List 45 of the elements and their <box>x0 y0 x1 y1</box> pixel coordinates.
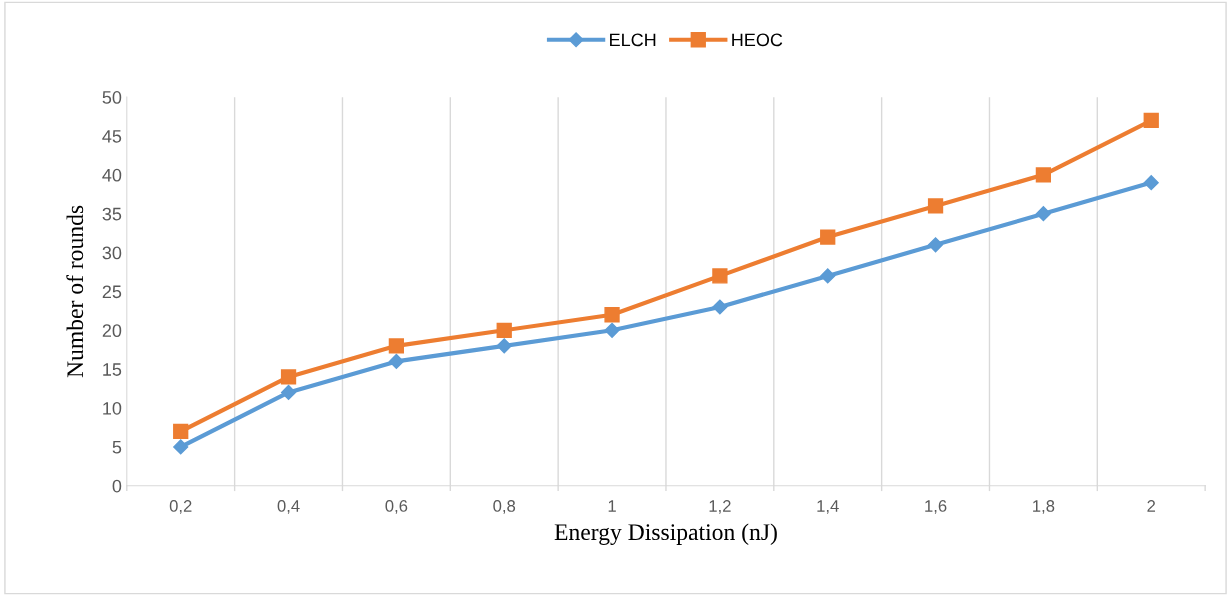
point <box>712 299 728 315</box>
x-tick-label: 1,2 <box>709 500 731 514</box>
point <box>173 423 189 439</box>
legend-label: HEOC <box>732 33 783 47</box>
point <box>712 268 728 284</box>
x-tick-label: 0,6 <box>385 500 408 514</box>
y-axis-title: Number of rounds <box>66 205 84 378</box>
point <box>388 353 404 369</box>
point <box>1143 112 1159 129</box>
x-tick-label: 0,2 <box>169 500 192 514</box>
legend-label: ELCH <box>610 33 656 47</box>
y-tick-label: 25 <box>102 285 122 299</box>
x-tick-label: 0,4 <box>277 500 300 514</box>
y-tick-label: 5 <box>112 441 122 454</box>
y-tick-label: 15 <box>103 363 122 376</box>
y-tick-label: 10 <box>103 401 122 415</box>
point <box>496 322 512 338</box>
point <box>927 237 944 253</box>
x-tick-label: 0,8 <box>493 500 516 514</box>
y-tick-label: 0 <box>112 479 122 493</box>
x-tick-label: 2 <box>1147 500 1156 512</box>
x-axis-title: Energy Dissipation (nJ) <box>554 523 777 545</box>
point <box>496 338 512 354</box>
point <box>1035 167 1052 183</box>
point <box>1035 206 1051 222</box>
y-tick-label: 40 <box>102 168 122 182</box>
y-tick-label: 20 <box>102 324 122 338</box>
x-tick-label: 1 <box>608 500 616 512</box>
point <box>1143 175 1159 191</box>
point <box>820 268 836 284</box>
y-tick-label: 30 <box>102 246 122 260</box>
point <box>173 439 189 455</box>
x-tick-label: 1,8 <box>1033 500 1055 514</box>
y-tick-label: 45 <box>102 130 122 143</box>
point <box>604 322 620 338</box>
x-tick-label: 1,4 <box>817 500 839 514</box>
y-tick-label: 35 <box>102 207 122 221</box>
point <box>604 307 620 323</box>
point <box>280 384 297 401</box>
point <box>820 229 836 245</box>
y-tick-label: 50 <box>102 91 122 104</box>
x-tick-label: 1,6 <box>925 500 947 514</box>
point <box>280 369 297 385</box>
point <box>927 198 944 214</box>
point <box>388 338 405 354</box>
